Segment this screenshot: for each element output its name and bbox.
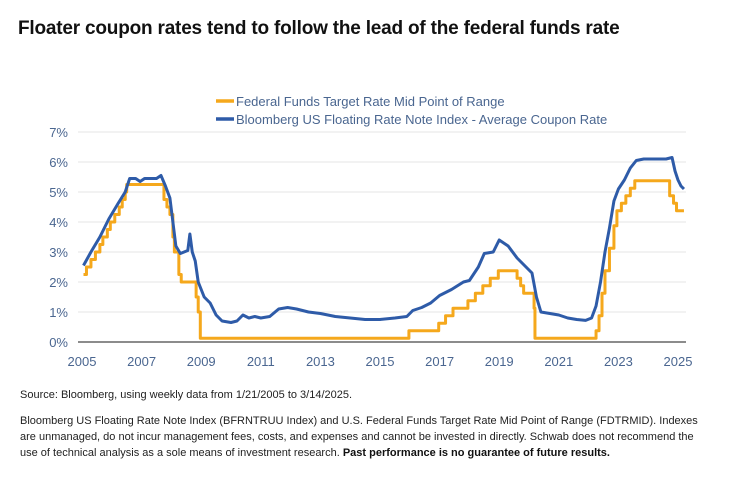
disclaimer-note: Bloomberg US Floating Rate Note Index (B… [20,413,710,461]
x-tick-label: 2021 [544,354,573,369]
fed-funds-line [83,179,684,340]
y-tick-label: 4% [49,215,68,230]
chart: 0% 1% 2% 3% 4% 5% 6% 7% 2005 2007 2009 2011 2013 201… [49,94,693,369]
legend: Federal Funds Target Rate Mid Point of R… [216,94,607,127]
source-note: Source: Bloomberg, using weekly data fro… [20,389,353,401]
x-tick-label: 2011 [247,354,275,369]
x-tick-label: 2019 [485,354,514,369]
y-tick-label: 5% [49,185,68,200]
gridlines [78,131,686,343]
disclaimer-bold: Past performance is no guarantee of futu… [342,447,610,459]
x-tick-label: 2015 [366,354,395,369]
y-tick-labels: 0% 1% 2% 3% 4% 5% 6% 7% [49,125,68,350]
y-tick-label: 2% [49,275,68,290]
x-tick-labels: 2005 2007 2009 2011 2013 2015 2017 2019 2021 2023… [68,354,693,369]
frn-coupon-line [82,156,686,324]
legend-label: Federal Funds Target Rate Mid Point of R… [236,94,505,109]
disclaimer-text: Bloomberg US Floating Rate Note Index (B… [20,415,698,459]
y-tick-label: 0% [49,335,68,350]
x-tick-label: 2009 [187,354,216,369]
series-lines [82,156,686,340]
page-title: Floater coupon rates tend to follow the … [18,18,620,39]
y-tick-label: 3% [49,245,68,260]
x-tick-label: 2013 [306,354,335,369]
x-tick-label: 2023 [604,354,633,369]
x-tick-label: 2017 [425,354,454,369]
legend-label: Bloomberg US Floating Rate Note Index - … [236,112,607,127]
x-tick-label: 2005 [68,354,97,369]
x-tick-label: 2007 [127,354,156,369]
y-tick-label: 1% [49,305,68,320]
y-tick-label: 7% [49,125,68,140]
x-tick-label: 2025 [664,354,693,369]
y-tick-label: 6% [49,155,68,170]
